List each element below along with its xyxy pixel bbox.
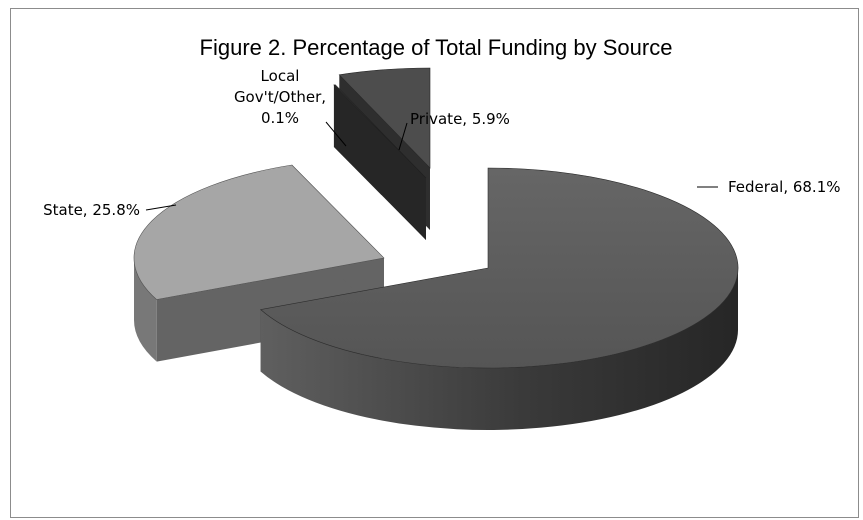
pie-labels: Federal, 68.1% State, 25.8% Local Gov't/Oth… xyxy=(43,67,840,219)
slice-side xyxy=(134,258,157,362)
pie-slices xyxy=(133,67,739,430)
data-label-state: State, 25.8% xyxy=(43,201,140,219)
slice-top xyxy=(338,67,431,169)
pie-slice-federal xyxy=(260,167,739,430)
leader-line xyxy=(325,121,347,147)
leader-line xyxy=(145,204,177,211)
data-label-local-gov-t-other: Local Gov't/Other, 0.1% xyxy=(234,67,326,127)
data-label-private: Private, 5.9% xyxy=(410,110,510,128)
leader-line xyxy=(398,122,408,151)
pie-slice-local-gov-t-other xyxy=(333,84,427,240)
slice-top xyxy=(260,167,739,369)
slice-wall xyxy=(335,84,426,240)
slice-side xyxy=(260,268,738,430)
slice-top xyxy=(333,84,427,179)
data-label-federal: Federal, 68.1% xyxy=(728,178,841,196)
chart-title: Figure 2. Percentage of Total Funding by… xyxy=(200,35,673,60)
slice-top xyxy=(133,164,385,300)
